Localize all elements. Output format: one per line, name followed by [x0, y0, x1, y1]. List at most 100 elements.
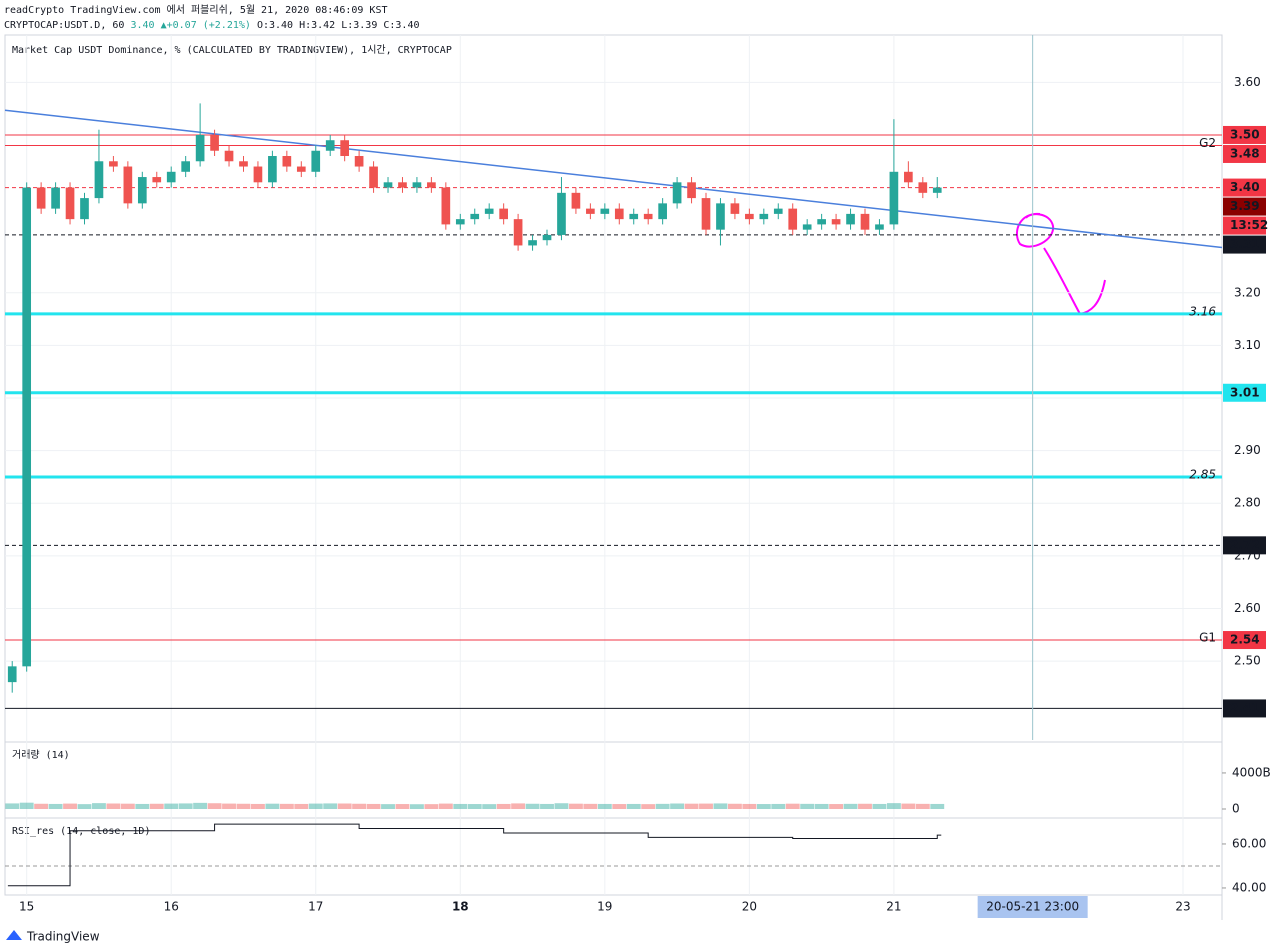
volume-bar [814, 803, 829, 809]
volume-bar [63, 803, 77, 809]
chart-legend: Market Cap USDT Dominance, % (CALCULATED… [12, 44, 452, 56]
volume-bar [684, 803, 699, 809]
volume-bar [19, 802, 34, 809]
volume-bar [453, 803, 468, 809]
volume-bar [713, 803, 728, 809]
candle-body [7, 666, 17, 683]
candle-body [658, 203, 667, 220]
candle-body [427, 182, 436, 188]
candle-body [759, 213, 769, 220]
level-label: 3.16 [1189, 304, 1216, 318]
candle-body [354, 156, 364, 167]
volume-bar [511, 803, 526, 809]
price-tag [1223, 125, 1266, 144]
candle-body [571, 192, 581, 209]
y-tick-label: 2.90 [1234, 443, 1261, 457]
volume-bar [583, 803, 598, 809]
level-note: G1 [1199, 631, 1216, 645]
header-title: readCrypto TradingView.com 에서 퍼블리쉬, 5월 2… [4, 4, 388, 16]
volume-bar [858, 803, 872, 809]
x-tick-label: 23 [1175, 900, 1190, 914]
y-tick-label: 2.60 [1234, 601, 1261, 615]
price-tag-text: 2.41 [1230, 701, 1260, 715]
volume-bar [92, 803, 106, 809]
volume-bar [251, 803, 265, 809]
candle-body [282, 156, 292, 167]
volume-bar [612, 804, 627, 809]
candle-body [484, 208, 494, 214]
candle-body [36, 187, 46, 209]
rsi-tick-label: 60.00 [1232, 836, 1266, 850]
candle-body [311, 150, 321, 172]
candle-body [817, 219, 826, 225]
volume-bar [236, 803, 251, 809]
candle-body [412, 182, 422, 188]
countdown-tag [1223, 216, 1266, 235]
volume-bar [785, 803, 800, 809]
volume-bar [424, 804, 439, 809]
volume-bar [843, 803, 858, 809]
rsi-line [7, 823, 942, 887]
candle-body [860, 213, 870, 230]
candle-body [889, 171, 899, 225]
volume-bar [742, 803, 757, 809]
candle-body [210, 134, 219, 151]
level-note: G2 [1199, 136, 1216, 150]
candle-body [22, 187, 32, 667]
volume-bar [540, 803, 554, 809]
volume-bar [164, 803, 179, 809]
volume-bar [106, 803, 121, 809]
volume-bar [626, 803, 641, 809]
price-tag [1223, 144, 1266, 163]
brand-logo [6, 930, 22, 940]
candle-body [875, 224, 884, 230]
candle-body [268, 156, 277, 183]
candle-body [239, 161, 248, 167]
volume-bar [496, 803, 511, 809]
candle-body [932, 187, 942, 193]
candle-body [195, 134, 205, 162]
candle-body [109, 161, 118, 167]
candle-body [730, 203, 740, 214]
volume-bar [48, 803, 63, 809]
candle-body [137, 177, 147, 204]
change-arrow: ▲ [161, 20, 167, 31]
y-tick-label: 2.50 [1234, 654, 1261, 668]
price-tag [1223, 699, 1266, 718]
candle-body [369, 166, 378, 188]
candle-body [166, 171, 176, 183]
volume-legend: 거래량 (14) [12, 749, 70, 761]
volume-bar [901, 803, 916, 809]
candle-body [470, 213, 480, 220]
price-tag [1223, 235, 1266, 254]
x-tick-label: 21 [886, 900, 901, 914]
candle-body [614, 208, 624, 220]
ohlc: O:3.40 H:3.42 L:3.39 C:3.40 [257, 20, 420, 31]
price-tag [1223, 197, 1266, 216]
volume-bar [568, 803, 583, 809]
candle-body [513, 219, 523, 246]
candle-body [253, 166, 263, 183]
candle-body [586, 208, 595, 214]
price-tag [1223, 631, 1266, 650]
crosshair-label: 20-05-21 23:00 [986, 900, 1079, 914]
candle-body [296, 166, 306, 172]
volume-bar [756, 804, 771, 809]
volume-bar [409, 804, 424, 809]
candle-body [94, 161, 104, 199]
brand: TradingView [6, 930, 100, 944]
price-tag-text: 3.40 [1230, 180, 1260, 194]
candle-body [600, 208, 610, 214]
volume-bar [395, 804, 410, 809]
y-tick-label: 3.20 [1234, 285, 1261, 299]
volume-bar [727, 803, 742, 809]
header-symbol-line: CRYPTOCAP:USDT.D, 60 3.40 ▲+0.07 (+2.21%… [4, 20, 420, 31]
volume-bar [554, 803, 569, 809]
volume-bar [279, 803, 294, 809]
price-tag [1223, 536, 1266, 555]
x-tick-label: 18 [452, 900, 469, 914]
volume-bar [641, 804, 656, 809]
volume-bar [438, 803, 453, 809]
volume-bar [323, 803, 338, 809]
